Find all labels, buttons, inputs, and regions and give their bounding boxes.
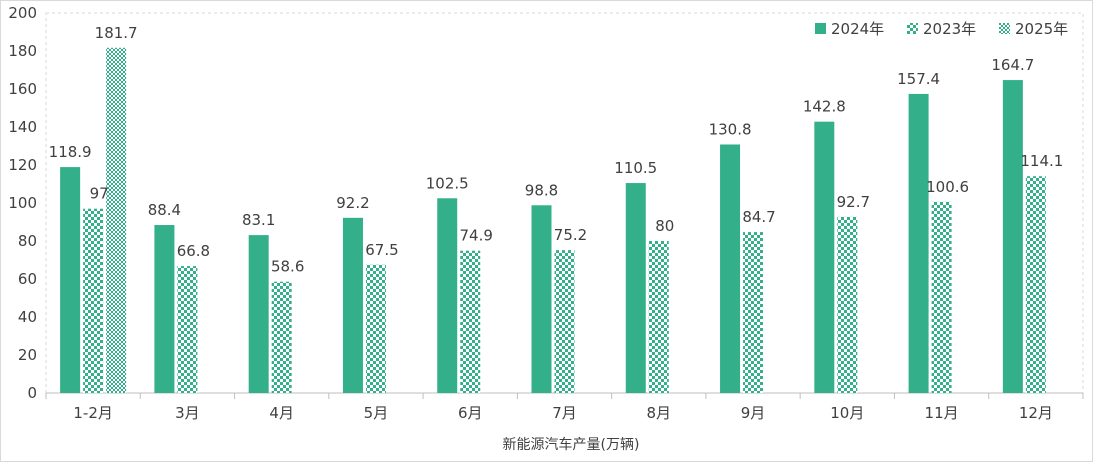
bar-2023年-1-2月	[83, 208, 104, 393]
bar-2023年-8月	[648, 241, 669, 393]
data-label: 100.6	[926, 178, 969, 196]
bar-2023年-3月	[177, 266, 198, 393]
data-label: 102.5	[426, 174, 469, 192]
data-label: 74.9	[460, 227, 493, 245]
data-label: 98.8	[525, 181, 558, 199]
data-labels: 118.9 88.4 83.1 92.2 102.5 98.8 110.5 130.8 142.…	[49, 24, 1064, 276]
bar-2024年-6月	[437, 198, 458, 393]
y-tick-label: 40	[18, 308, 37, 326]
bar-2023年-11月	[931, 201, 952, 393]
data-label: 58.6	[271, 258, 304, 276]
bar-2024年-5月	[342, 217, 363, 393]
bar-2023年-7月	[554, 250, 575, 393]
x-tick-label: 6月	[458, 404, 483, 422]
data-label: 80	[655, 217, 674, 235]
data-label: 130.8	[709, 120, 752, 138]
x-tick-label: 12月	[1019, 404, 1053, 422]
y-tick-label: 180	[8, 42, 37, 60]
legend-label: 2025年	[1015, 20, 1068, 38]
x-tick-label: 1-2月	[73, 404, 113, 422]
y-tick-label: 0	[27, 384, 37, 402]
y-tick-label: 100	[8, 194, 37, 212]
legend: 2024年 2023年 2025年	[815, 20, 1068, 38]
legend-swatch	[907, 23, 918, 34]
data-label: 92.2	[336, 194, 369, 212]
x-tick-label: 8月	[646, 404, 671, 422]
y-axis-ticks: 0 20 40 60 80 100 120 140 160 180 200	[8, 4, 37, 402]
plot-area-border	[45, 12, 1084, 394]
data-label: 164.7	[991, 56, 1034, 74]
bar-2024年-9月	[720, 144, 741, 393]
bar-2024年-1-2月	[60, 167, 81, 393]
data-label: 97	[90, 185, 109, 203]
data-label: 118.9	[49, 143, 92, 161]
bar-2024年-7月	[531, 205, 552, 393]
bar-series-group	[60, 47, 1046, 394]
y-tick-label: 120	[8, 156, 37, 174]
x-tick-label: 7月	[552, 404, 577, 422]
x-axis-title: 新能源汽车产量(万辆)	[503, 436, 640, 453]
bar-2024年-8月	[625, 183, 646, 393]
bar-2025年-1-2月	[106, 47, 127, 394]
x-tick-label: 9月	[741, 404, 766, 422]
bar-2024年-12月	[1002, 80, 1023, 393]
x-tick-label: 5月	[364, 404, 389, 422]
data-label: 142.8	[803, 98, 846, 116]
bar-2023年-4月	[271, 281, 292, 393]
data-label: 84.7	[742, 208, 775, 226]
x-tick-label: 10月	[830, 404, 864, 422]
data-label: 181.7	[95, 24, 138, 42]
legend-swatch	[999, 23, 1010, 34]
data-label: 157.4	[897, 70, 940, 88]
data-label: 67.5	[365, 241, 398, 259]
x-tick-label: 4月	[269, 404, 294, 422]
bar-2023年-5月	[365, 264, 386, 393]
x-axis-ticks: 1-2月 3月 4月 5月 6月 7月 8月 9月 10月 11月 12月	[73, 404, 1053, 422]
y-tick-label: 160	[8, 80, 37, 98]
bar-2024年-3月	[154, 225, 175, 393]
data-label: 114.1	[1020, 152, 1063, 170]
data-label: 66.8	[177, 242, 210, 260]
x-tick-label: 3月	[175, 404, 200, 422]
y-tick-label: 60	[18, 270, 37, 288]
data-label: 75.2	[554, 226, 587, 244]
legend-label: 2023年	[923, 20, 976, 38]
x-tick-label: 11月	[925, 404, 959, 422]
y-tick-label: 140	[8, 118, 37, 136]
legend-swatch	[815, 23, 826, 34]
bar-2024年-4月	[248, 235, 269, 393]
data-label: 88.4	[148, 201, 181, 219]
bar-2023年-10月	[837, 216, 858, 393]
bar-2024年-11月	[908, 93, 929, 393]
data-label: 92.7	[837, 193, 870, 211]
bar-2024年-10月	[814, 121, 835, 394]
bar-2023年-9月	[743, 232, 764, 393]
legend-label: 2024年	[831, 20, 884, 38]
data-label: 83.1	[242, 211, 275, 229]
y-tick-label: 200	[8, 4, 37, 22]
y-tick-label: 80	[18, 232, 37, 250]
data-label: 110.5	[614, 159, 657, 177]
bar-2023年-12月	[1025, 176, 1046, 393]
y-tick-label: 20	[18, 346, 37, 364]
bar-2023年-6月	[460, 250, 481, 393]
